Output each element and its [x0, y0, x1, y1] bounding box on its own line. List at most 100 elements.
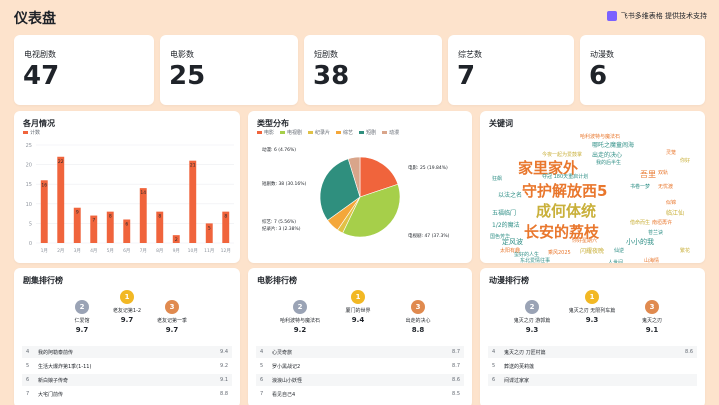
- legend-label: 综艺: [343, 130, 354, 136]
- data-label: 8: [109, 214, 112, 220]
- bar[interactable]: [205, 223, 213, 243]
- rank-row[interactable]: 4 我的阿勒泰前传 9.4: [22, 346, 232, 358]
- bar[interactable]: [156, 211, 164, 243]
- kpi-card-variety[interactable]: 综艺数 7: [448, 35, 574, 105]
- keyword: 你好星期六: [572, 238, 598, 244]
- panel-title: 类型分布: [257, 119, 289, 128]
- medal-silver-icon: 2: [293, 300, 307, 314]
- podium-second[interactable]: 2 仁爱馆 9.7: [52, 300, 112, 334]
- rank-row[interactable]: 6 浪浪山小妖怪 8.6: [256, 374, 464, 386]
- bar[interactable]: [106, 211, 114, 243]
- legend-item[interactable]: 电影: [257, 129, 274, 136]
- medal-gold-icon: 1: [585, 290, 599, 304]
- legend-swatch: [257, 131, 262, 134]
- podium-third[interactable]: 3 老友记第一季 9.7: [142, 300, 202, 334]
- podium-score: 9.3: [585, 316, 599, 324]
- keyword: 你好: [680, 158, 691, 164]
- podium-name: 鬼灭之刃: [641, 318, 662, 324]
- podium-first[interactable]: 1 老友记第1-2 9.7: [97, 290, 157, 324]
- rank-number: 7: [260, 391, 264, 397]
- keyword: 国色芳华: [490, 234, 511, 240]
- keyword: 苍兰诀: [648, 230, 664, 236]
- rank-row[interactable]: 4 心灵奇旅 8.7: [256, 346, 464, 358]
- kpi-card-tv[interactable]: 电视剧数 47: [14, 35, 154, 105]
- kpi-label: 电影数: [170, 50, 194, 59]
- keyword: 以法之名: [498, 192, 523, 199]
- rank-row[interactable]: 7 大宅门前传 8.8: [22, 388, 232, 400]
- rank-title: 心灵奇旅: [272, 349, 293, 356]
- rank-score: 9.2: [220, 363, 228, 369]
- keyword: 长安的荔枝: [524, 223, 600, 241]
- keyword: 灵笼: [666, 150, 677, 156]
- rank-title: 鬼灭之刃 刀匠村篇: [504, 349, 546, 356]
- type-pie-chart[interactable]: 动漫: 6 (4.76%) 短剧数: 38 (30.16%) 综艺: 7 (5.56…: [248, 139, 472, 263]
- legend-item[interactable]: 短剧: [359, 129, 376, 136]
- y-tick-label: 0: [29, 241, 32, 247]
- slice-label: 电影: 25 (19.84%): [408, 164, 448, 171]
- rank-row[interactable]: 5 罗小黑战记2 8.7: [256, 360, 464, 372]
- legend-item[interactable]: 动漫: [382, 129, 399, 136]
- keyword: 太阳有趣: [500, 248, 521, 254]
- x-tick-label: 3月: [74, 248, 81, 254]
- kpi-value: 47: [23, 61, 60, 91]
- pie-slice[interactable]: [359, 156, 399, 198]
- bar[interactable]: [57, 156, 65, 243]
- rank-number: 5: [492, 363, 496, 369]
- panel-title: 电影排行榜: [257, 276, 297, 285]
- kpi-card-movie[interactable]: 电影数 25: [160, 35, 298, 105]
- y-tick-label: 15: [26, 182, 32, 188]
- podium-first[interactable]: 1 鬼灭之刃 无限列车篇 9.3: [560, 290, 624, 324]
- rank-title: 大宅门前传: [38, 391, 64, 398]
- podium-third[interactable]: 3 鬼灭之刃 9.1: [622, 300, 682, 334]
- pie-slice[interactable]: [347, 156, 361, 198]
- legend-item[interactable]: 纪录片: [308, 129, 330, 136]
- rank-row[interactable]: 6 新白娘子传奇 9.1: [22, 374, 232, 386]
- bar[interactable]: [139, 188, 147, 243]
- pie-slice[interactable]: [319, 158, 361, 221]
- rank-row[interactable]: 5 葬送的芙莉莲: [488, 360, 697, 372]
- legend-item[interactable]: 电视剧: [280, 129, 302, 136]
- podium-second[interactable]: 2 哈利波特与魔法石 9.2: [268, 300, 332, 334]
- keyword: 乘风2025: [548, 250, 571, 256]
- rank-row[interactable]: 6 间谍过家家: [488, 374, 697, 386]
- bar[interactable]: [123, 219, 131, 243]
- brand-badge[interactable]: 飞书多维表格 提供技术支持: [606, 11, 707, 21]
- rank-title: 生活大爆炸第1季(1-11): [38, 363, 92, 370]
- x-tick-label: 6月: [123, 248, 130, 254]
- podium-third[interactable]: 3 出走的决心 8.8: [388, 300, 448, 334]
- legend-item[interactable]: 计数: [23, 129, 40, 136]
- kpi-card-anime[interactable]: 动漫数 6: [580, 35, 705, 105]
- podium-second[interactable]: 2 鬼灭之刃 游郭篇 9.3: [500, 300, 564, 334]
- podium-score: 9.7: [165, 326, 179, 334]
- rank-number: 4: [26, 349, 30, 355]
- pie-slice[interactable]: [342, 183, 401, 238]
- chart-legend: 电影 电视剧 纪录片 综艺 短剧 动漫: [257, 129, 399, 136]
- bar[interactable]: [222, 211, 230, 243]
- slice-label: 动漫: 6 (4.76%): [262, 146, 296, 153]
- bar[interactable]: [40, 180, 48, 243]
- kpi-label: 短剧数: [314, 50, 338, 59]
- podium-score: 9.7: [75, 326, 89, 334]
- slice-label: 综艺: 7 (5.56%): [262, 218, 296, 225]
- bar[interactable]: [189, 160, 197, 243]
- legend-item[interactable]: 综艺: [336, 129, 353, 136]
- rank-row[interactable]: 7 看见自己4 8.5: [256, 388, 464, 400]
- x-tick-label: 1月: [41, 248, 48, 254]
- bar[interactable]: [90, 215, 98, 243]
- data-label: 22: [58, 159, 64, 165]
- x-tick-label: 10月: [188, 248, 198, 254]
- kpi-card-short[interactable]: 短剧数 38: [304, 35, 442, 105]
- bar[interactable]: [73, 207, 81, 243]
- monthly-bar-chart[interactable]: 0 5 10 15 20 25 16 1月 22 2月 9 3月 7 4月 8 5月 6 6月 14 7月 8 8月 2 9月…: [14, 137, 240, 263]
- bar[interactable]: [172, 235, 180, 243]
- keyword: 双轨: [658, 170, 669, 176]
- y-tick-label: 10: [26, 202, 32, 208]
- rank-row[interactable]: 5 生活大爆炸第1季(1-11) 9.2: [22, 360, 232, 372]
- panel-title: 动漫排行榜: [489, 276, 529, 285]
- podium-score: 9.3: [525, 326, 539, 334]
- medal-bronze-icon: 3: [165, 300, 179, 314]
- rank-row[interactable]: 4 鬼灭之刃 刀匠村篇 8.6: [488, 346, 697, 358]
- podium-first[interactable]: 1 厦门的世界 9.4: [328, 290, 388, 324]
- medal-gold-icon: 1: [351, 290, 365, 304]
- rank-title: 浪浪山小妖怪: [272, 377, 303, 384]
